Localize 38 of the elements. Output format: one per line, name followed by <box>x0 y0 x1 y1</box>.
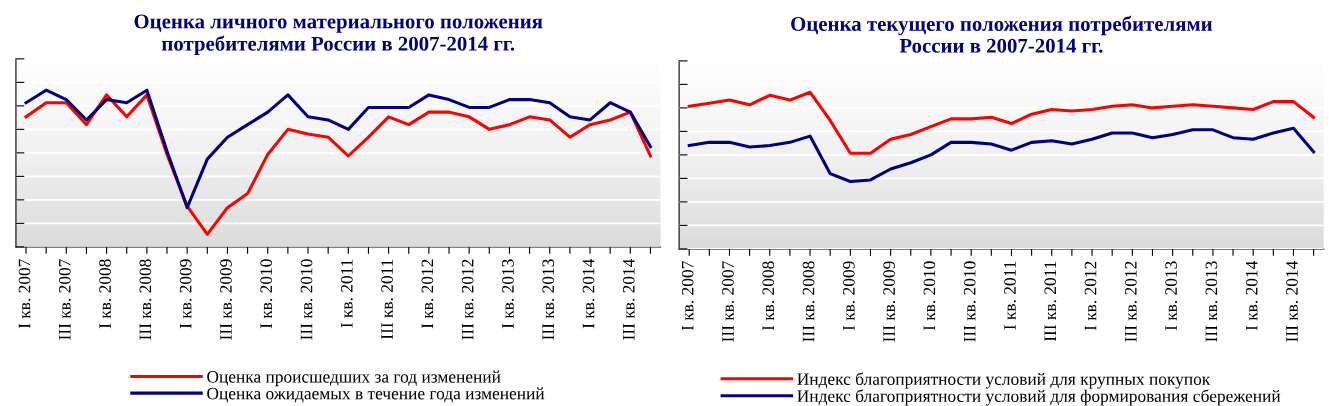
x-tick-label: III кв. 2014 <box>1286 260 1298 342</box>
x-tick-label: III кв. 2011 <box>381 259 394 340</box>
x-tick-label: III кв. 2013 <box>542 259 555 340</box>
x-tick-label: I кв. 2010 <box>260 259 273 329</box>
x-tick-label: I кв. 2008 <box>99 259 112 329</box>
x-tick-label: III кв. 2008 <box>802 261 815 342</box>
x-tick-label: I кв. 2010 <box>923 261 936 331</box>
x-tick-label: I кв. 2011 <box>1004 261 1016 330</box>
x-tick-label: I кв. 2013 <box>1165 261 1178 331</box>
x-tick-label: I кв. 2014 <box>1245 260 1258 331</box>
x-tick-label: III кв. 2007 <box>58 259 71 340</box>
x-tick-label: III кв. 2012 <box>461 259 474 340</box>
x-tick-label: I кв. 2014 <box>582 258 595 329</box>
x-tick-label: III кв. 2012 <box>1124 261 1137 342</box>
chart-title: Оценка текущего положения потребителями России в 2007-2014 гг. <box>791 15 1213 53</box>
x-tick-label: I кв. 2012 <box>421 259 434 329</box>
x-tick-label: III кв. 2007 <box>722 261 734 342</box>
x-tick-label: I кв. 2008 <box>762 261 775 331</box>
x-tick-label: III кв. 2009 <box>220 259 232 340</box>
x-tick-label: III кв. 2008 <box>139 259 152 340</box>
x-tick-label: III кв. 2010 <box>963 261 976 342</box>
legend-label: Индекс благоприятности условий для крупных покупок <box>797 372 1211 389</box>
x-tick-label: III кв. 2010 <box>300 259 313 340</box>
x-tick-label: I кв. 2007 <box>18 259 31 329</box>
x-tick-label: I кв. 2011 <box>340 259 353 328</box>
legend-label: Индекс благоприятности условий для формирования сбережений <box>797 389 1281 406</box>
x-tick-label: III кв. 2013 <box>1205 261 1218 342</box>
chart-title: Оценка личного материального положения потребителями России в 2007-2014 гг. <box>134 14 543 55</box>
x-tick-label: I кв. 2013 <box>502 259 514 329</box>
legend-label: Оценка происшедших за год изменений <box>207 370 501 387</box>
x-tick-label: III кв. 2011 <box>1044 261 1057 342</box>
x-tick-label: I кв. 2007 <box>681 261 694 331</box>
x-tick-label: III кв. 2009 <box>883 261 896 342</box>
x-tick-label: III кв. 2014 <box>622 258 635 340</box>
x-tick-label: I кв. 2009 <box>842 261 855 331</box>
x-tick-label: I кв. 2012 <box>1084 261 1097 331</box>
legend-label: Оценка ожидаемых в течение года изменений <box>207 387 545 403</box>
x-tick-label: I кв. 2009 <box>179 259 192 329</box>
